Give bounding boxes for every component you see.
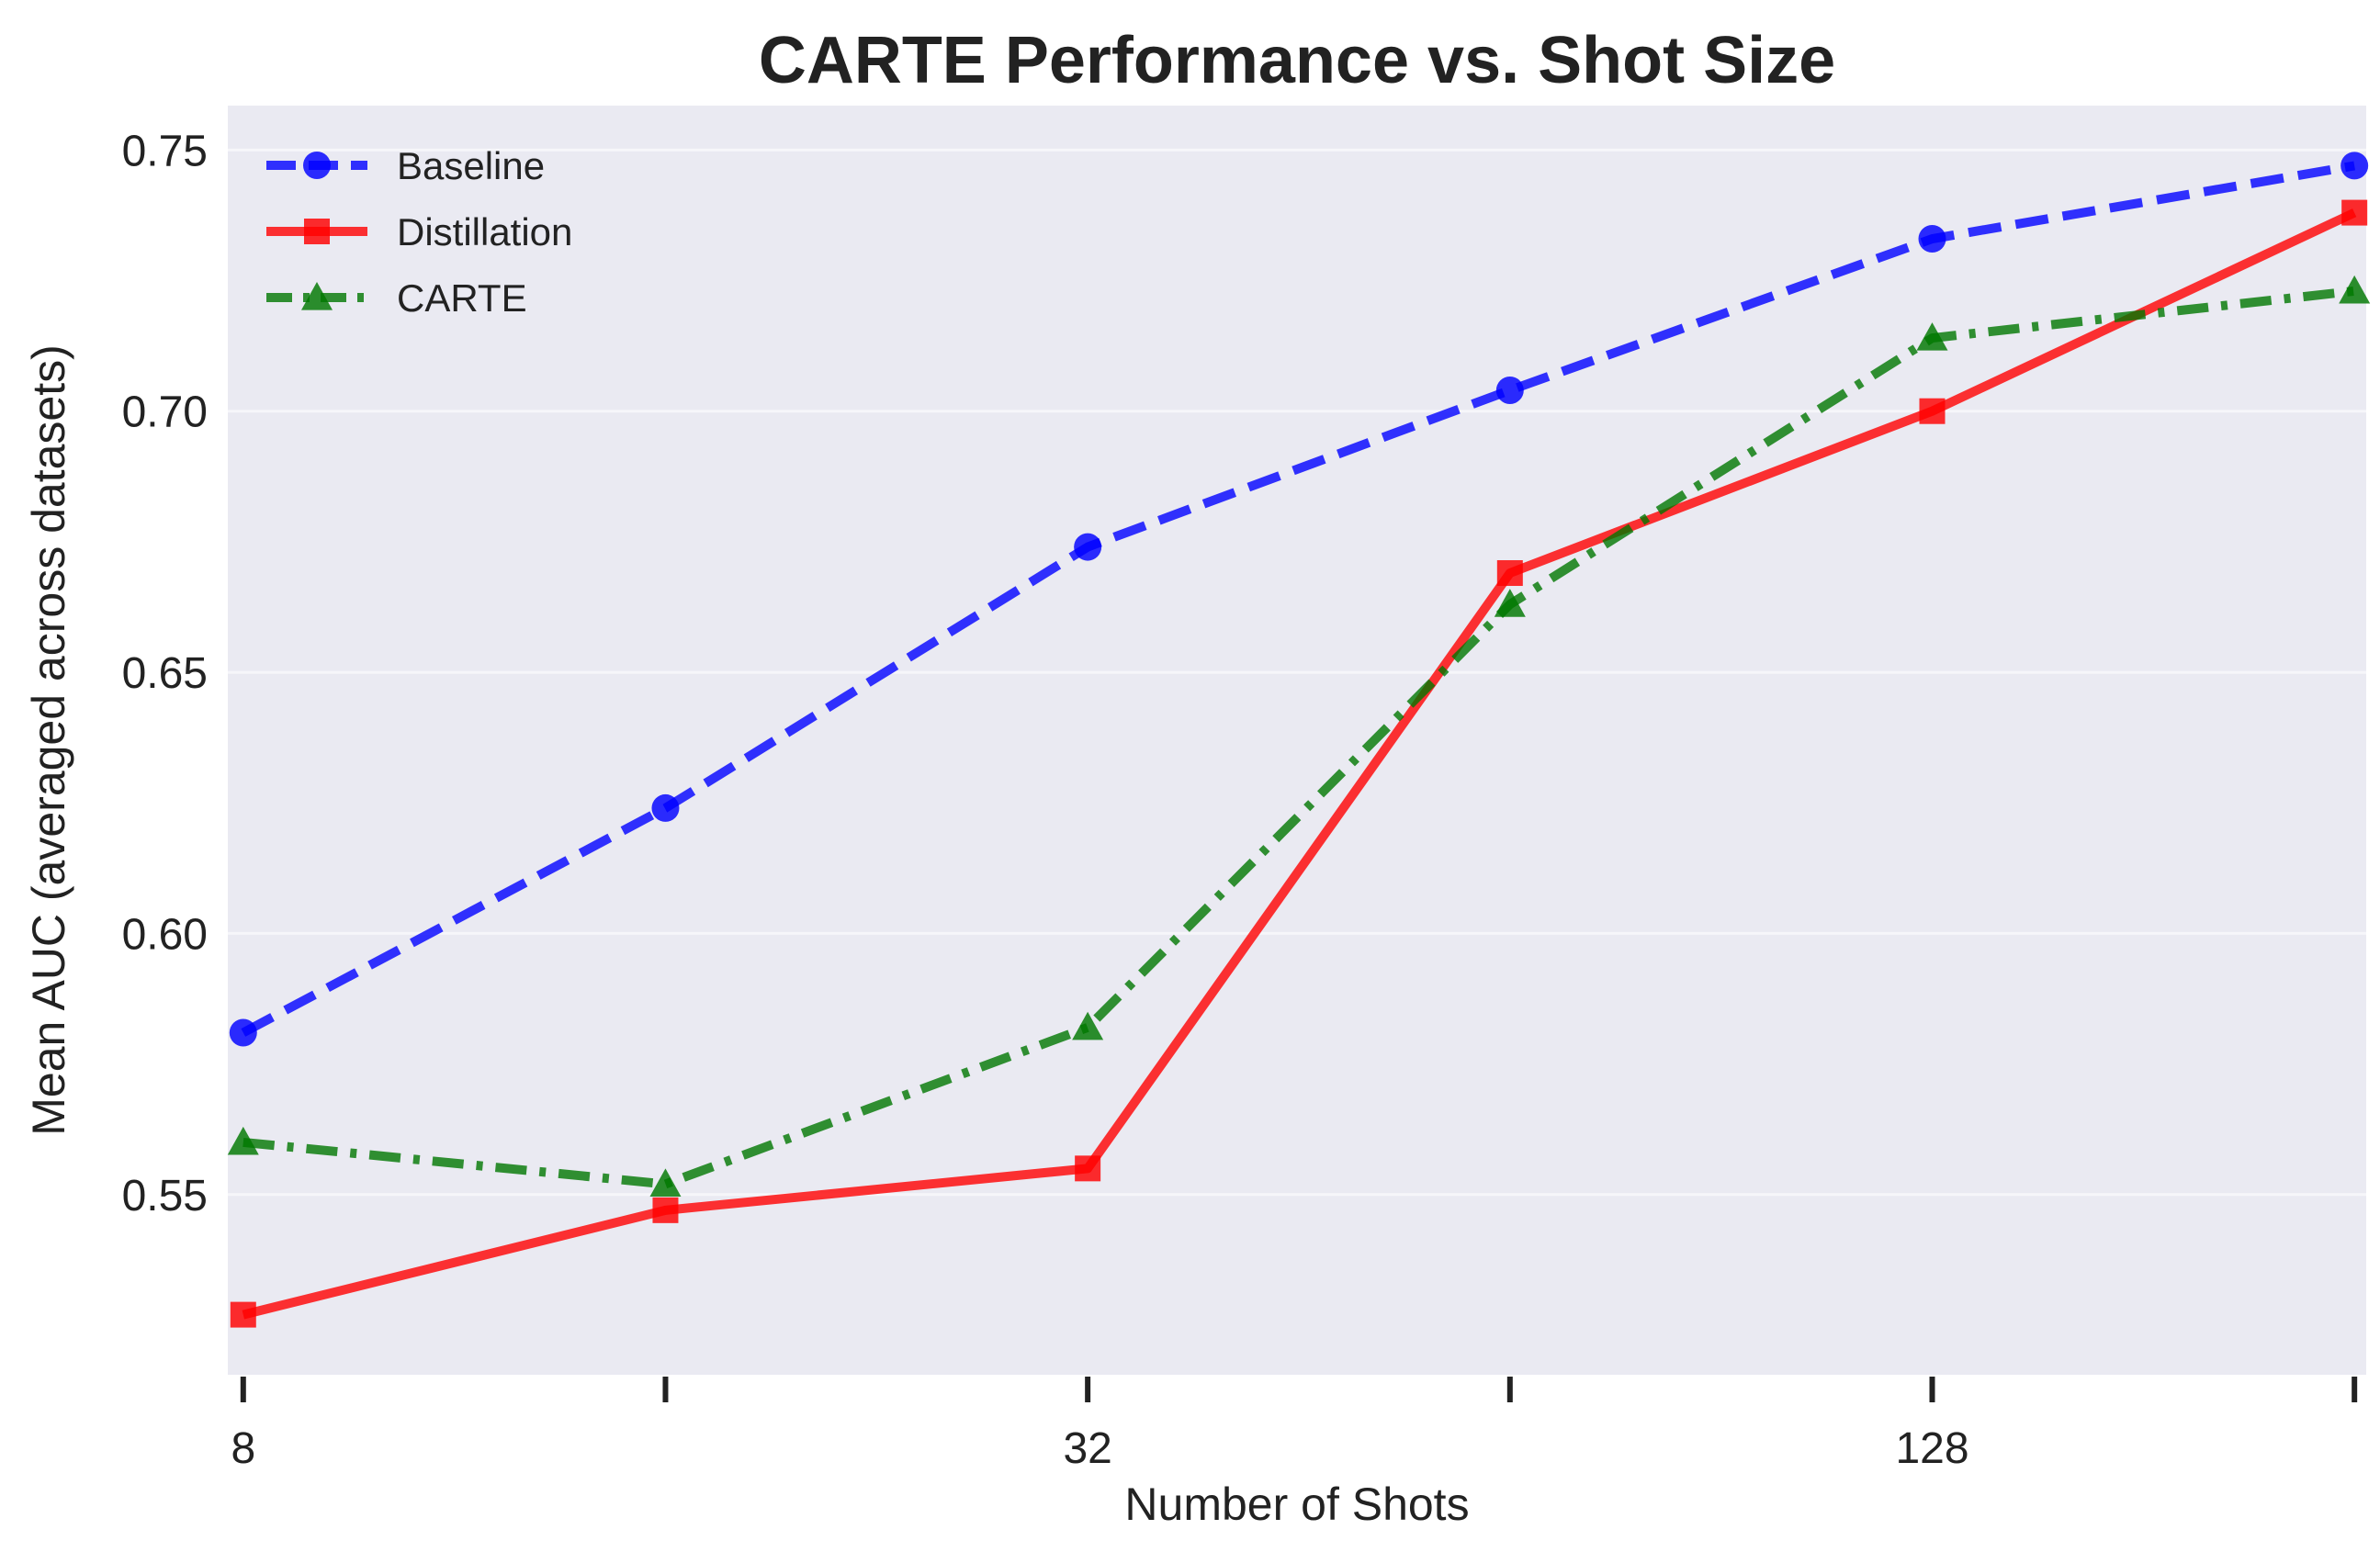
data-point: [227, 1126, 259, 1155]
x-tick-label: 32: [1063, 1424, 1111, 1473]
x-tick-label: 128: [1895, 1424, 1968, 1473]
data-point: [1495, 376, 1524, 404]
chart-title: CARTE Performance vs. Shot Size: [759, 24, 1835, 97]
data-point: [1496, 560, 1523, 587]
plot-background: [228, 106, 2366, 1375]
data-point: [230, 1301, 256, 1328]
y-tick-label: 0.70: [122, 388, 208, 437]
data-point: [1916, 322, 1948, 351]
series-baseline: [229, 152, 2369, 1047]
legend-label: Distillation: [397, 210, 572, 253]
data-point: [1494, 589, 1526, 617]
data-point: [1919, 398, 1946, 424]
series-distillation: [230, 199, 2368, 1328]
data-point: [1074, 533, 1102, 561]
y-tick-label: 0.65: [122, 649, 208, 698]
y-tick-label: 0.75: [122, 127, 208, 175]
y-tick-label: 0.60: [122, 910, 208, 959]
x-axis-label: Number of Shots: [1124, 1479, 1469, 1530]
gridlines: [228, 148, 2366, 1197]
data-point: [1072, 1011, 1104, 1040]
data-point: [1918, 225, 1946, 253]
y-axis-ticks: 0.55 0.60 0.65 0.70 0.75: [122, 127, 208, 1220]
legend: Baseline Distillation CARTE: [266, 144, 572, 320]
data-point: [1075, 1155, 1101, 1182]
legend-item: CARTE: [266, 276, 527, 320]
y-tick-label: 0.55: [122, 1172, 208, 1220]
data-point: [649, 1168, 682, 1198]
x-tick-label: 8: [231, 1424, 255, 1473]
legend-marker: [303, 152, 331, 179]
data-point: [652, 1197, 679, 1223]
legend-label: CARTE: [397, 276, 527, 320]
data-point: [651, 793, 680, 822]
series-line: [243, 286, 2355, 1189]
x-axis-ticks: 8 32 128: [231, 1377, 2358, 1473]
legend-item: Baseline: [266, 144, 545, 187]
series-line: [242, 208, 2357, 1320]
data-point: [2339, 275, 2371, 304]
legend-marker: [304, 219, 330, 244]
legend-item: Distillation: [266, 210, 572, 253]
data-point: [229, 1018, 257, 1047]
legend-marker: [301, 282, 333, 310]
data-point: [2341, 152, 2369, 180]
series-layer: [227, 152, 2371, 1328]
data-point: [2341, 199, 2368, 226]
series-carte: [227, 275, 2371, 1198]
series-line: [241, 161, 2356, 1037]
y-axis-label: Mean AUC (averaged across datasets): [23, 344, 74, 1136]
legend-label: Baseline: [397, 144, 545, 187]
